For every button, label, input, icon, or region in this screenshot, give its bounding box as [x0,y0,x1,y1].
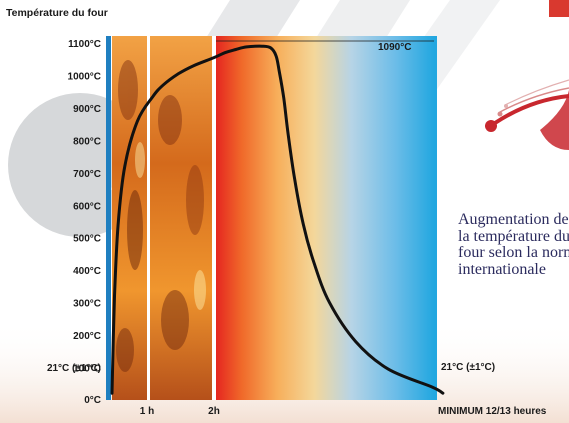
x-tick-label: 1 h [140,406,154,417]
x-tick-label: 2h [208,406,220,417]
cooling-gradient-band [216,36,434,400]
x-tick-labels: 1 h 2h [140,406,220,417]
x-end-label: MINIMUM 12/13 heures [438,406,547,417]
y-tick-label: 100°C [73,364,101,375]
caption-line: internationale [458,260,546,278]
y-tick-label: 600°C [73,201,101,212]
divider [212,36,216,400]
y-tick-label: 700°C [73,169,101,180]
fire-band [150,36,212,400]
y-tick-label: 300°C [73,299,101,310]
y-tick-label: 0°C [84,395,101,406]
decor-red-square [549,0,569,17]
caption-line: la température du [458,227,569,245]
y-tick-label: 400°C [73,266,101,277]
y-tick-label: 200°C [73,331,101,342]
y-tick-labels: 0°C 21°C (±1°C)100°C 200°C 300°C 400°C 500°C 6… [47,39,101,406]
temperature-curve [110,44,445,395]
y-tick-label: 500°C [73,234,101,245]
y-tick-label: 900°C [73,104,101,115]
caption-line: four selon la norme [458,244,569,261]
y-tick-label: 800°C [73,136,101,147]
end-annotation: 21°C (±1°C) [441,362,495,373]
caption: Augmentation de la température du four s… [458,212,569,278]
plot-right-edge [434,36,437,400]
y-tick-label: 1100°C [68,39,101,50]
divider [147,36,150,400]
y-tick-label: 21°C (±1°C) [47,363,101,374]
fire-texture [116,60,206,372]
caption-line: Augmentation de [458,212,569,228]
y-tick-label: 1000°C [68,72,101,83]
swoosh-logo [485,79,569,150]
peak-annotation: 1090°C [378,42,411,53]
chart-title: Température du four [6,7,108,19]
y-axis [106,36,111,400]
